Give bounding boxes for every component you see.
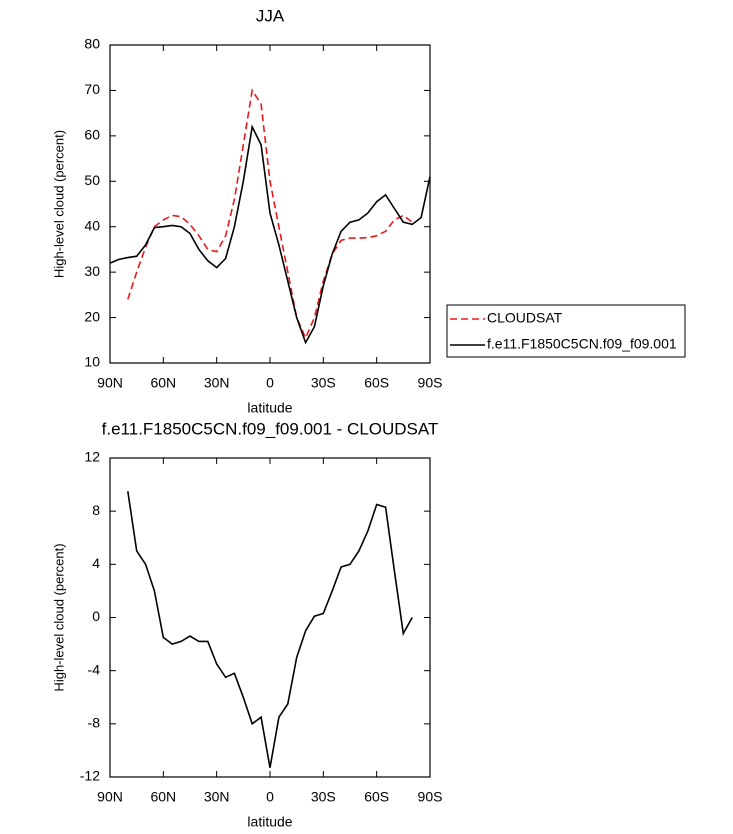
x-axis-label: latitude [247,814,292,830]
legend-label: CLOUDSAT [487,310,563,326]
data-line [127,88,413,341]
x-tick-label: 30S [311,375,336,391]
y-tick-label: 10 [84,354,100,370]
y-tick-label: 40 [84,217,100,233]
data-line [127,491,413,768]
x-tick-label: 0 [266,789,274,805]
y-tick-label: 80 [84,36,100,52]
x-tick-label: 60S [364,375,389,391]
x-tick-label: 60N [150,375,176,391]
y-tick-label: 70 [84,81,100,97]
legend-label: f.e11.F1850C5CN.f09_f09.001 [487,336,677,352]
y-tick-label: -12 [80,768,100,784]
y-tick-label: 8 [92,502,100,518]
x-tick-label: 90S [418,375,443,391]
y-tick-label: -4 [88,661,101,677]
plot-frame [109,44,431,364]
x-tick-label: 60N [150,789,176,805]
y-tick-label: 12 [84,449,100,465]
x-tick-label: 60S [364,789,389,805]
x-axis-label: latitude [247,400,292,416]
y-axis-label: High-level cloud (percent) [51,543,66,691]
legend-box [446,304,686,358]
y-tick-label: 30 [84,263,100,279]
y-tick-label: 20 [84,308,100,324]
y-tick-label: 4 [92,555,100,571]
y-tick-label: -8 [88,715,101,731]
y-tick-label: 50 [84,172,100,188]
x-tick-label: 90N [97,789,123,805]
chart-title: f.e11.F1850C5CN.f09_f09.001 - CLOUDSAT [102,419,439,438]
y-tick-label: 60 [84,127,100,143]
y-axis-label: High-level cloud (percent) [51,130,66,278]
x-tick-label: 90N [97,375,123,391]
data-line [109,124,431,345]
x-tick-label: 30N [204,375,230,391]
x-tick-label: 0 [266,375,274,391]
chart-title: JJA [256,6,285,25]
plot-frame [109,457,431,778]
x-tick-label: 30N [204,789,230,805]
x-tick-label: 30S [311,789,336,805]
y-tick-label: 0 [92,608,100,624]
x-tick-label: 90S [418,789,443,805]
